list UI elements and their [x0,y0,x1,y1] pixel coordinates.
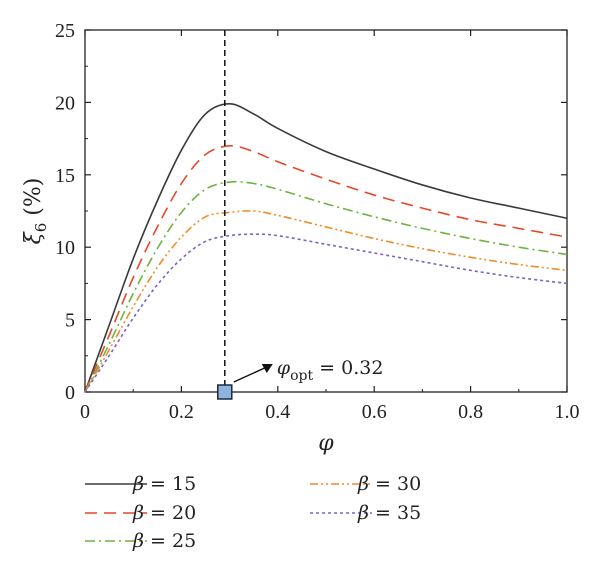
legend-value: = 30 [369,473,421,495]
legend-beta: β [132,530,144,552]
legend-beta: β [132,502,144,524]
x-tick-label: 0 [80,401,90,423]
y-tick-label: 5 [65,310,75,332]
legend-label-2: β = 20 [132,502,196,524]
series-line-1 [84,103,568,393]
plot-layer: 0 0.2 0.4 0.6 0.8 1.0 0 5 10 15 20 25 φ ξ6 (%) [21,20,580,456]
optimum-arrow-line [233,366,268,383]
legend-beta: β [357,502,369,524]
x-tick-label: 0.8 [458,401,483,423]
y-tick-label: 10 [55,237,75,259]
legend-beta: β [357,473,369,495]
legend-label-3: β = 25 [132,530,196,552]
x-tick-label: 0.4 [265,401,290,423]
optimum-annotation: φopt = 0.32 [277,357,384,384]
legend-value: = 25 [144,530,196,552]
annotation-layer: φopt = 0.32 [217,30,384,400]
legend-value: = 15 [144,473,196,495]
x-tick-label: 0.2 [169,401,194,423]
legend-label-4: β = 30 [357,473,421,495]
x-axis-label: φ [318,431,334,456]
optimum-value: = 0.32 [313,357,383,379]
y-tick-label: 20 [55,92,75,114]
series-layer [84,103,568,393]
series-line-4 [84,210,568,393]
legend-label-5: β = 35 [357,502,421,524]
optimum-arrow-head [261,364,273,373]
y-label-unit: (%) [21,178,46,223]
y-label-symbol: ξ [21,230,46,244]
series-line-3 [84,180,568,393]
y-tick-label: 0 [65,382,75,404]
y-axis-label: ξ6 (%) [21,178,50,245]
legend-beta: β [132,473,144,495]
legend-value: = 35 [369,502,421,524]
y-tick-label: 15 [55,165,75,187]
x-tick-label: 0.6 [362,401,387,423]
optimum-symbol: φ [277,357,291,379]
legend-label-1: β = 15 [132,473,196,495]
x-tick-label: 1.0 [555,401,580,423]
series-line-2 [84,145,568,393]
legend-value: = 20 [144,502,196,524]
optimum-marker [217,384,233,400]
plot-frame [84,29,568,393]
legend: β = 15β = 20β = 25β = 30β = 35 [85,473,421,552]
y-label-subscript: 6 [32,223,50,233]
optimum-subscript: opt [290,368,313,384]
y-tick-label: 25 [55,20,75,42]
